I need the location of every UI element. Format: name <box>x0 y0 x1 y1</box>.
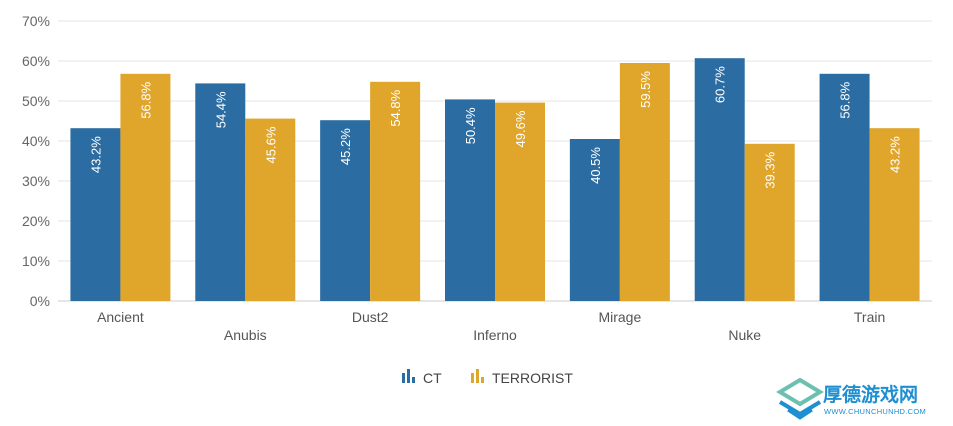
x-tick-label: Dust2 <box>352 309 389 325</box>
y-tick-label: 60% <box>22 53 50 69</box>
data-label: 40.5% <box>588 147 603 184</box>
data-label: 59.5% <box>638 71 653 108</box>
bar-ct <box>445 99 495 302</box>
data-label: 49.6% <box>513 110 528 147</box>
bar-terrorist <box>744 143 795 301</box>
legend: CT TERRORIST <box>402 369 573 386</box>
legend-label: TERRORIST <box>492 370 573 386</box>
y-tick-label: 0% <box>30 293 50 309</box>
bar-chart-icon <box>402 369 415 383</box>
data-label: 39.3% <box>763 151 778 188</box>
data-label: 54.4% <box>213 91 228 128</box>
y-axis: 0% 10% 20% 30% 40% 50% 60% 70% <box>22 13 50 309</box>
x-tick-label: Nuke <box>728 327 761 343</box>
bar-chart-icon <box>471 369 484 383</box>
bar-ct <box>819 73 870 301</box>
bar-ct <box>195 83 246 302</box>
data-label: 56.8% <box>838 81 853 118</box>
bar-ct <box>70 128 121 301</box>
y-tick-label: 10% <box>22 253 50 269</box>
data-label: 45.2% <box>338 128 353 165</box>
legend-label: CT <box>423 370 442 386</box>
data-label: 43.2% <box>888 136 903 173</box>
y-tick-label: 30% <box>22 173 50 189</box>
watermark-title: 厚德游戏网 <box>823 383 918 406</box>
bar-terrorist <box>869 128 920 301</box>
x-tick-label: Ancient <box>97 309 144 325</box>
x-tick-label: Train <box>854 309 885 325</box>
bar-terrorist <box>495 102 545 301</box>
legend-item-ct[interactable]: CT <box>402 369 442 386</box>
y-tick-label: 20% <box>22 213 50 229</box>
watermark: 厚德游戏网 WWW.CHUNCHUNHD.COM <box>776 377 926 420</box>
layered-s-logo-icon <box>776 377 824 420</box>
data-label: 43.2% <box>88 136 103 173</box>
x-tick-label: Anubis <box>224 327 267 343</box>
data-label: 60.7% <box>713 66 728 103</box>
bar-terrorist <box>120 73 171 301</box>
y-tick-label: 70% <box>22 13 50 29</box>
x-tick-label: Inferno <box>473 327 517 343</box>
bar-terrorist <box>245 118 296 301</box>
data-label: 50.4% <box>463 107 478 144</box>
legend-item-terrorist[interactable]: TERRORIST <box>471 369 573 386</box>
data-label: 54.8% <box>388 89 403 126</box>
bar-ct <box>694 58 745 302</box>
bar-ct <box>320 120 371 301</box>
y-tick-label: 50% <box>22 93 50 109</box>
data-label: 56.8% <box>138 81 153 118</box>
bar-terrorist <box>370 81 421 301</box>
y-tick-label: 40% <box>22 133 50 149</box>
data-label: 45.6% <box>263 126 278 163</box>
bar-terrorist <box>619 63 670 301</box>
x-tick-label: Mirage <box>598 309 641 325</box>
watermark-url: WWW.CHUNCHUNHD.COM <box>824 407 926 416</box>
bars-layer: 43.2% 56.8% 54.4% 45.6% 45.2% 54.8% 50.4% 49.6%… <box>70 58 920 302</box>
bar-ct <box>569 139 620 301</box>
x-axis: Ancient Anubis Dust2 Inferno Mirage Nuke Train <box>97 309 885 343</box>
